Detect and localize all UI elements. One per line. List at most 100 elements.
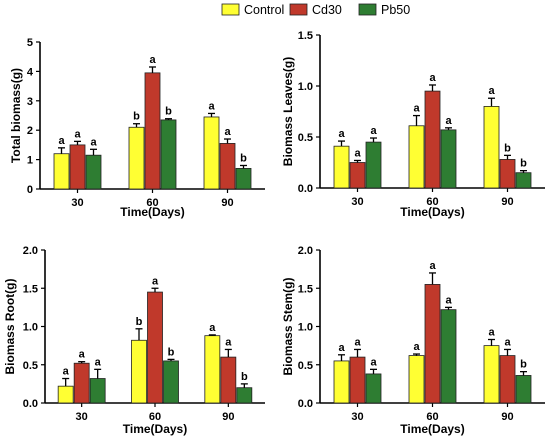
x-tick-label: 60 xyxy=(149,411,161,423)
significance-letter: a xyxy=(445,294,452,306)
bar-pb50-30 xyxy=(89,378,106,404)
significance-letter: a xyxy=(224,126,231,138)
significance-letter: a xyxy=(370,356,377,368)
bar-control-30 xyxy=(333,145,350,189)
significance-letter: a xyxy=(429,260,436,272)
x-tick-label: 90 xyxy=(501,411,513,423)
bar-pb50-60 xyxy=(160,119,177,190)
significance-letter: a xyxy=(504,336,511,348)
x-tick-label: 60 xyxy=(426,196,438,208)
significance-letter: a xyxy=(338,342,345,354)
x-axis-title: Time(Days) xyxy=(120,205,184,219)
y-tick-label: 0.0 xyxy=(298,398,313,410)
legend-swatch xyxy=(289,3,308,16)
significance-letter: a xyxy=(429,72,436,84)
significance-letter: b xyxy=(504,142,511,154)
x-tick-label: 30 xyxy=(351,196,363,208)
legend-swatch xyxy=(221,3,240,16)
y-tick-label: 1.5 xyxy=(298,30,313,42)
x-tick-label: 30 xyxy=(351,411,363,423)
significance-letter: a xyxy=(413,341,420,353)
bar-cd30-30 xyxy=(349,356,366,404)
x-tick-label: 30 xyxy=(76,411,88,423)
y-tick-label: 0.5 xyxy=(298,132,313,144)
x-axis-title: Time(Days) xyxy=(123,422,187,436)
y-axis-title: Biomass Stem(g) xyxy=(281,277,295,375)
y-tick-label: 5 xyxy=(27,37,33,49)
legend-label: Cd30 xyxy=(312,3,342,17)
significance-letter: a xyxy=(488,85,495,97)
legend-label: Control xyxy=(244,3,284,17)
x-tick-label: 60 xyxy=(146,197,158,209)
x-axis-title: Time(Days) xyxy=(400,205,464,219)
significance-letter: a xyxy=(225,336,232,348)
x-tick-label: 30 xyxy=(71,197,83,209)
y-axis-title: Biomass Root(g) xyxy=(3,278,17,374)
significance-letter: a xyxy=(90,136,97,148)
bar-pb50-90 xyxy=(515,172,532,189)
y-tick-label: 1.0 xyxy=(298,81,313,93)
y-tick-label: 1.5 xyxy=(298,283,313,295)
bar-pb50-90 xyxy=(236,387,253,404)
significance-letter: a xyxy=(413,103,420,115)
bar-control-60 xyxy=(408,355,425,404)
x-tick-label: 90 xyxy=(222,411,234,423)
y-tick-label: 2 xyxy=(27,125,33,137)
bar-control-60 xyxy=(128,126,145,190)
x-tick-label: 90 xyxy=(221,197,233,209)
bar-cd30-60 xyxy=(424,90,441,189)
bar-cd30-60 xyxy=(147,291,163,404)
significance-letter: a xyxy=(79,349,86,361)
bar-control-30 xyxy=(333,360,350,404)
significance-letter: b xyxy=(520,359,527,371)
bar-cd30-30 xyxy=(73,362,90,404)
significance-letter: a xyxy=(58,135,65,147)
legend-item-control: Control xyxy=(221,3,284,17)
bar-control-30 xyxy=(57,385,74,404)
significance-letter: b xyxy=(133,111,140,123)
significance-letter: b xyxy=(168,346,175,358)
legend: Control Cd30 Pb50 xyxy=(221,3,410,17)
bar-cd30-90 xyxy=(499,159,516,189)
significance-letter: a xyxy=(74,128,81,140)
y-tick-label: 1.0 xyxy=(298,322,313,334)
bar-cd30-90 xyxy=(220,356,237,404)
bar-pb50-30 xyxy=(365,373,382,404)
significance-letter: a xyxy=(445,115,452,127)
y-tick-label: 2.0 xyxy=(298,245,313,257)
bar-pb50-60 xyxy=(163,360,179,404)
y-tick-label: 0.0 xyxy=(23,398,38,410)
bar-control-90 xyxy=(483,106,500,189)
legend-item-cd30: Cd30 xyxy=(289,3,342,17)
bar-control-90 xyxy=(203,116,220,190)
significance-letter: a xyxy=(370,125,377,137)
significance-letter: a xyxy=(209,322,216,334)
significance-letter: b xyxy=(165,106,172,118)
bar-pb50-30 xyxy=(365,141,382,189)
bar-pb50-90 xyxy=(515,375,532,404)
legend-swatch xyxy=(358,3,377,16)
y-tick-label: 4 xyxy=(27,66,34,78)
significance-letter: b xyxy=(520,158,527,170)
y-tick-label: 3 xyxy=(27,96,33,108)
significance-letter: a xyxy=(149,54,156,66)
significance-letter: a xyxy=(152,275,159,287)
y-tick-label: 2.0 xyxy=(23,245,38,257)
significance-letter: a xyxy=(63,366,70,378)
y-tick-label: 0.0 xyxy=(298,183,313,195)
bar-cd30-90 xyxy=(219,143,236,190)
bar-cd30-30 xyxy=(349,162,366,189)
bar-control-30 xyxy=(53,153,70,190)
legend-label: Pb50 xyxy=(381,3,410,17)
y-axis-title: Biomass Leaves(g) xyxy=(281,57,295,166)
bar-cd30-60 xyxy=(144,72,161,190)
significance-letter: b xyxy=(241,371,248,383)
x-tick-label: 60 xyxy=(426,411,438,423)
legend-item-pb50: Pb50 xyxy=(358,3,410,17)
bar-cd30-90 xyxy=(499,355,516,404)
bar-control-90 xyxy=(204,335,221,404)
